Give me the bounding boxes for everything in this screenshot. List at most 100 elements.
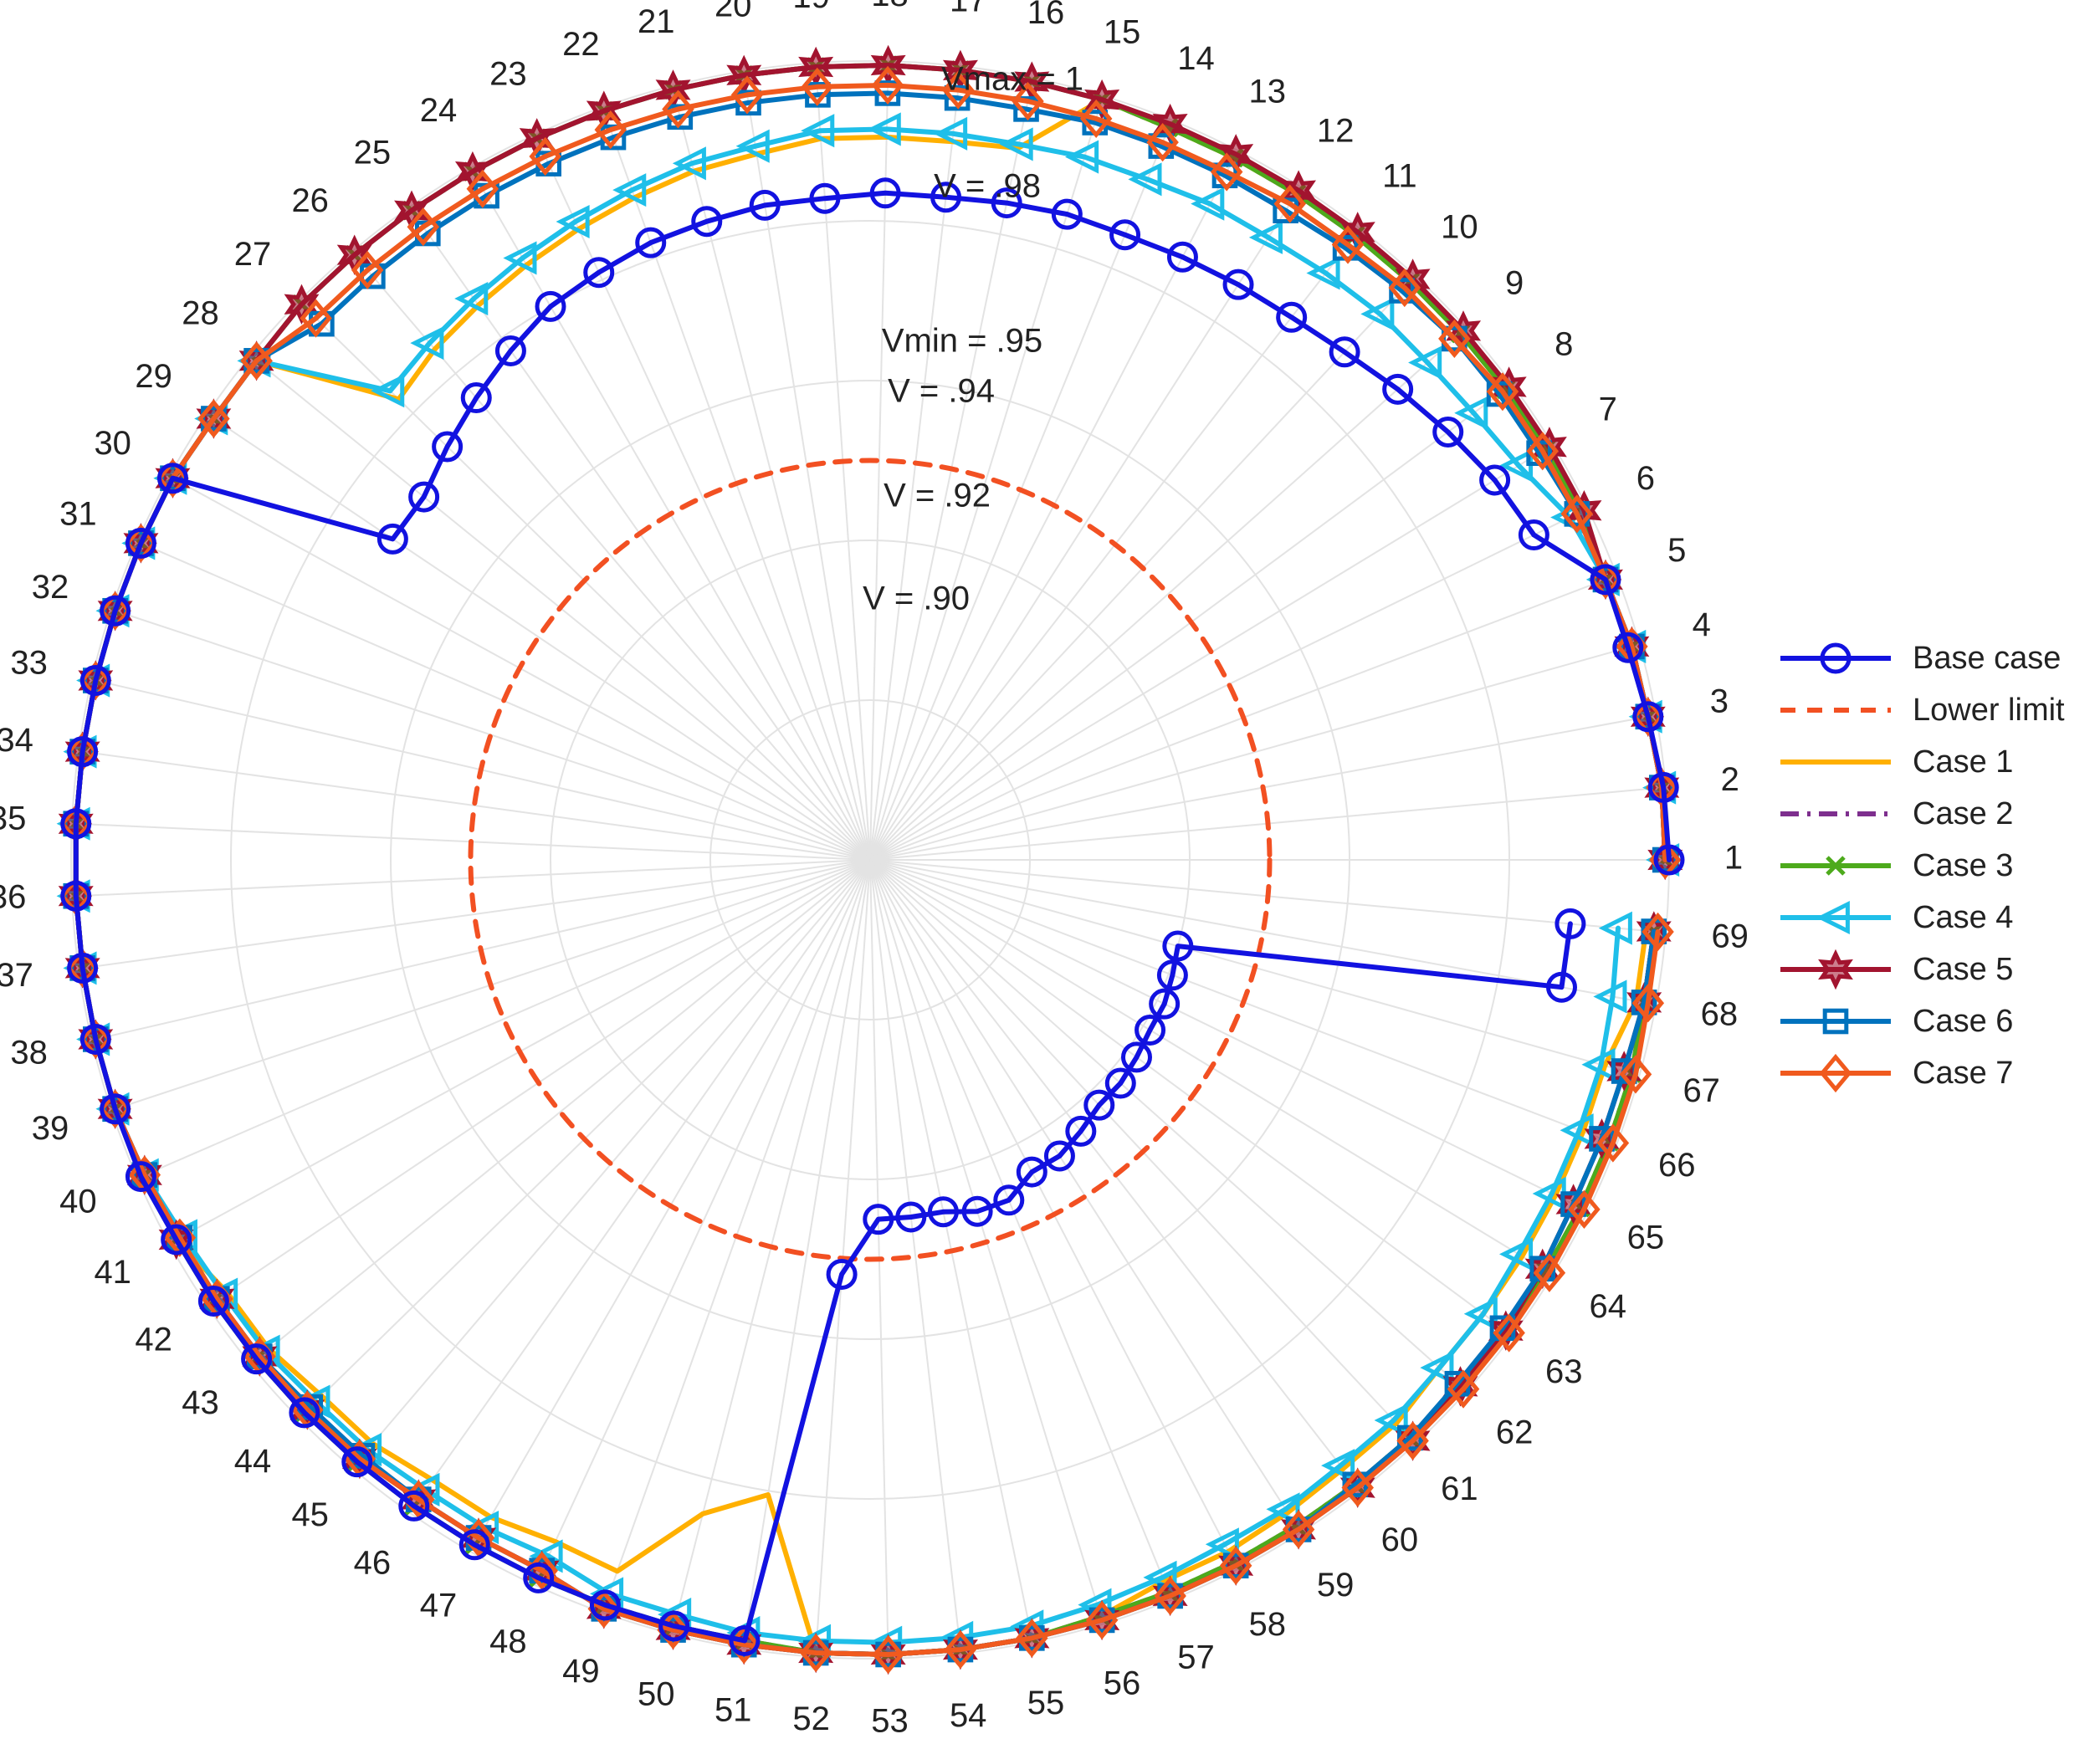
data-marker xyxy=(999,127,1033,161)
series-lower-limit xyxy=(468,458,1273,1262)
data-marker xyxy=(1281,170,1317,211)
legend-item: Case 4 xyxy=(1780,900,2013,935)
bus-label: 33 xyxy=(10,645,48,682)
data-marker xyxy=(1560,494,1594,534)
data-marker xyxy=(241,1343,273,1375)
data-marker xyxy=(1135,1014,1166,1046)
data-marker xyxy=(1647,771,1679,803)
data-marker xyxy=(991,187,1022,219)
data-marker xyxy=(658,1610,690,1642)
series-layer xyxy=(56,44,1685,1675)
data-marker xyxy=(1568,1189,1601,1229)
bus-label: 59 xyxy=(1317,1567,1355,1603)
data-marker xyxy=(730,75,764,115)
data-marker xyxy=(1590,564,1621,596)
bus-label: 44 xyxy=(234,1443,272,1480)
bus-label: 13 xyxy=(1249,73,1287,110)
data-marker xyxy=(662,90,694,129)
bus-label: 6 xyxy=(1636,460,1655,497)
data-marker xyxy=(1276,301,1308,333)
data-marker xyxy=(1084,79,1120,120)
legend-item: Case 7 xyxy=(1780,1053,2013,1093)
data-marker xyxy=(79,661,112,700)
ring-label: Vmax = 1 xyxy=(941,61,1083,98)
data-marker xyxy=(1341,1468,1374,1507)
bus-label: 5 xyxy=(1667,532,1686,569)
grid-spoke xyxy=(869,859,1589,1212)
data-marker xyxy=(1374,1403,1408,1438)
data-marker xyxy=(930,182,962,213)
data-marker xyxy=(1248,220,1283,254)
legend-item: Base case xyxy=(1780,641,2061,676)
data-marker xyxy=(672,146,706,181)
data-marker xyxy=(407,207,440,247)
data-marker xyxy=(1051,198,1083,230)
bus-label: 8 xyxy=(1555,325,1573,362)
data-marker xyxy=(826,1258,858,1290)
bus-label: 41 xyxy=(94,1254,131,1291)
data-marker xyxy=(1388,268,1421,308)
data-marker xyxy=(1149,988,1181,1020)
bus-label: 26 xyxy=(291,182,329,219)
data-marker xyxy=(100,1093,131,1125)
bus-label: 21 xyxy=(638,3,675,40)
data-marker xyxy=(460,382,492,414)
data-marker xyxy=(398,1490,430,1522)
bus-label: 1 xyxy=(1724,840,1743,877)
data-marker xyxy=(869,177,901,209)
data-marker xyxy=(1162,930,1194,962)
ring-labels: Vmax = 1 V = .98 Vmin = .95 V = .94 V = .92 V… xyxy=(863,61,1083,617)
data-marker xyxy=(1306,256,1340,290)
data-marker xyxy=(125,524,157,563)
data-marker xyxy=(125,1161,156,1193)
data-marker xyxy=(1109,219,1141,251)
data-marker xyxy=(1104,1067,1136,1099)
bus-label: 69 xyxy=(1711,918,1749,954)
legend-label: Case 7 xyxy=(1913,1056,2013,1091)
bus-label: 55 xyxy=(1027,1685,1065,1721)
data-marker xyxy=(1085,1600,1119,1640)
grid-spoke xyxy=(869,186,1302,861)
data-marker xyxy=(60,880,92,912)
data-marker xyxy=(100,595,131,627)
data-marker xyxy=(691,206,723,238)
legend-item: Case 2 xyxy=(1780,796,2013,831)
data-marker xyxy=(729,1624,761,1656)
data-marker xyxy=(1631,697,1665,736)
data-marker xyxy=(156,463,188,494)
data-marker xyxy=(1396,1421,1429,1460)
bus-label: 40 xyxy=(59,1184,97,1220)
legend-label: Case 6 xyxy=(1913,1004,2013,1039)
data-marker xyxy=(1219,1546,1252,1585)
bus-label: 47 xyxy=(420,1587,458,1624)
bus-label: 50 xyxy=(638,1675,675,1712)
data-marker xyxy=(1498,1237,1534,1271)
data-marker xyxy=(809,182,841,214)
data-marker xyxy=(99,1089,131,1128)
data-marker xyxy=(535,290,566,322)
grid-spoke xyxy=(869,643,1640,861)
bus-label: 43 xyxy=(182,1384,219,1421)
data-marker xyxy=(161,1224,192,1256)
bus-label: 68 xyxy=(1701,995,1739,1032)
data-marker xyxy=(1593,979,1627,1014)
bus-label: 28 xyxy=(182,294,219,331)
ring-label: V = .98 xyxy=(934,168,1041,205)
data-marker xyxy=(1420,1351,1454,1385)
grid-spoke xyxy=(869,327,1467,861)
bus-label: 42 xyxy=(135,1321,172,1358)
data-marker xyxy=(735,129,770,163)
grid-spoke xyxy=(206,413,871,861)
data-marker xyxy=(1612,632,1644,663)
data-marker xyxy=(99,591,131,631)
data-marker xyxy=(1210,152,1243,192)
data-marker xyxy=(993,1184,1025,1216)
legend-label: Base case xyxy=(1913,641,2061,676)
legend-label: Case 3 xyxy=(1913,848,2013,883)
data-marker xyxy=(1596,1123,1630,1163)
data-marker xyxy=(1632,701,1664,733)
bus-label: 4 xyxy=(1693,606,1711,643)
data-marker xyxy=(1598,911,1632,945)
data-marker xyxy=(867,112,901,146)
bus-label: 10 xyxy=(1441,208,1478,245)
